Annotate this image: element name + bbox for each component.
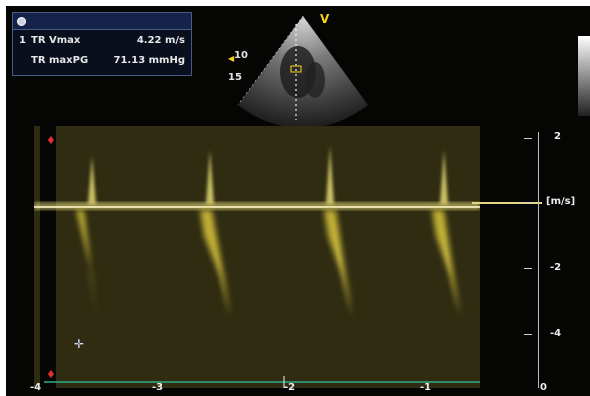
time-label: -2	[284, 382, 296, 393]
time-label: -1	[420, 382, 432, 393]
velocity-unit: [m/s]	[546, 196, 576, 207]
axis-tick	[524, 138, 532, 139]
crosshair-cursor-icon: ✛	[74, 337, 84, 351]
grayscale-bar	[578, 36, 590, 116]
velocity-label: -2	[550, 262, 562, 273]
spectrum-background	[34, 126, 480, 388]
axis-tick	[524, 334, 532, 335]
tr-envelope	[200, 210, 230, 316]
ultrasound-screen: 1 TR Vmax 4.22 m/s TR maxPG 71.13 mmHg V…	[6, 6, 590, 396]
measurement-value: 71.13 mmHg	[113, 55, 185, 66]
time-label: -4	[30, 382, 42, 393]
inflow-spike	[440, 150, 448, 204]
heart-chamber	[305, 62, 325, 98]
sample-volume	[290, 65, 302, 73]
inflow-spike	[206, 150, 214, 204]
depth-ruler	[237, 15, 304, 106]
measurement-panel: 1 TR Vmax 4.22 m/s TR maxPG 71.13 mmHg	[12, 12, 192, 76]
inflow-spike	[326, 146, 334, 204]
tr-envelope	[432, 210, 460, 316]
spectrum-black-band	[40, 126, 56, 388]
measurement-row-maxpg[interactable]: TR maxPG 71.13 mmHg	[19, 55, 185, 66]
spectrum-noise	[34, 126, 480, 388]
doppler-spectrum: ♦ ♦ ✛	[34, 126, 480, 388]
measurement-row-vmax[interactable]: 1 TR Vmax 4.22 m/s	[19, 35, 185, 46]
axis-tick	[524, 268, 532, 269]
depth-label: 10	[234, 50, 248, 61]
velocity-axis	[538, 132, 539, 388]
time-label: -3	[152, 382, 164, 393]
circle-icon	[17, 16, 26, 26]
focus-arrow-icon: ◀	[228, 54, 235, 63]
measurement-value: 4.22 m/s	[136, 35, 185, 46]
baseline-extension	[472, 202, 542, 204]
inflow-spike	[88, 156, 96, 204]
marker-top: ♦	[46, 134, 56, 147]
measurement-label: TR maxPG	[31, 55, 89, 66]
measurement-index	[19, 55, 31, 66]
probe-orientation-marker: V	[320, 12, 330, 26]
measurement-label: TR Vmax	[31, 35, 81, 46]
measurement-panel-header	[13, 13, 191, 30]
time-label: 0	[540, 382, 547, 393]
measurement-index: 1	[19, 35, 26, 46]
tr-envelope	[324, 210, 352, 316]
velocity-label: 2	[554, 131, 561, 142]
velocity-label: -4	[550, 328, 562, 339]
marker-bottom: ♦	[46, 368, 56, 381]
depth-label: 15	[228, 72, 242, 83]
sector-image	[237, 15, 368, 128]
axis-tick	[524, 202, 532, 203]
tr-envelope	[76, 210, 96, 316]
